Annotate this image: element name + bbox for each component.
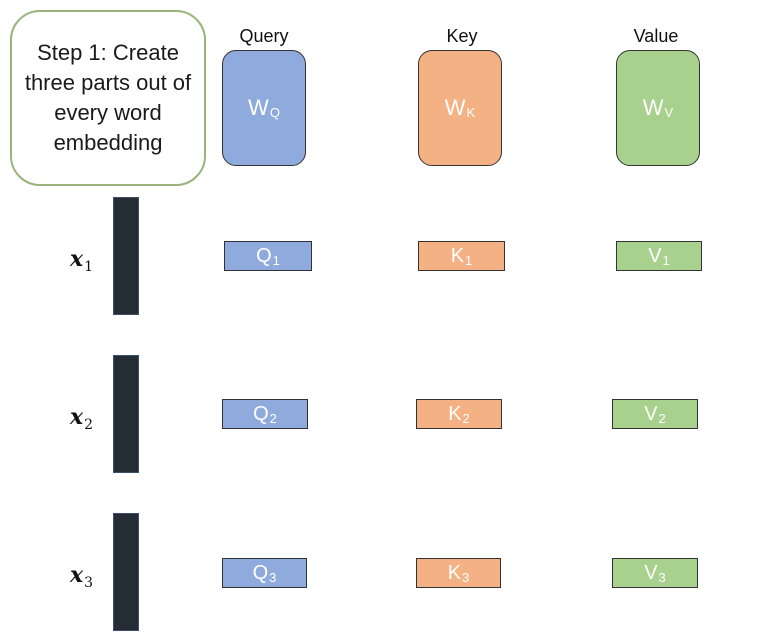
embedding-x3 <box>113 513 139 631</box>
q1-index: 1 <box>272 252 280 268</box>
query-weight-base: W <box>248 95 269 120</box>
step-callout: Step 1: Create three parts out of every … <box>10 10 206 186</box>
v3-index: 3 <box>658 569 666 585</box>
k1-base: K <box>450 244 465 267</box>
k2-base: K <box>448 402 462 425</box>
key-weight-base: W <box>444 95 466 120</box>
k1-index: 1 <box>465 252 473 268</box>
query-weight-sub: Q <box>269 104 280 120</box>
x1-index: 1 <box>84 259 94 276</box>
x3-base: x <box>70 562 84 588</box>
x3-label: x3 <box>70 562 93 591</box>
x2-base: x <box>70 404 84 430</box>
q1-base: Q <box>256 244 272 267</box>
x3-index: 3 <box>84 575 94 592</box>
v3-base: V <box>644 561 658 584</box>
v2-index: 2 <box>658 410 666 426</box>
k3-index: 3 <box>462 569 470 585</box>
v1-index: 1 <box>662 252 670 268</box>
q3-base: Q <box>252 561 269 584</box>
q2-index: 2 <box>269 410 277 426</box>
x2-label: x2 <box>70 404 93 433</box>
step-text: Step 1: Create three parts out of every … <box>24 40 192 155</box>
q3-index: 3 <box>269 569 277 585</box>
value-header: Value <box>633 26 679 46</box>
q2-base: Q <box>253 402 269 425</box>
k2-index: 2 <box>462 410 470 426</box>
embedding-x2 <box>113 355 139 473</box>
x1-base: x <box>70 246 84 272</box>
value-weight-base: W <box>642 95 664 120</box>
k3-base: K <box>447 561 462 584</box>
query-header: Query <box>239 26 289 46</box>
v2-base: V <box>644 402 658 425</box>
embedding-x1 <box>113 197 139 315</box>
x2-index: 2 <box>84 417 94 434</box>
v1-base: V <box>648 244 662 267</box>
key-weight-sub: K <box>466 104 476 120</box>
key-header: Key <box>446 26 478 46</box>
x1-label: x1 <box>70 246 93 275</box>
value-weight-sub: V <box>664 104 674 120</box>
